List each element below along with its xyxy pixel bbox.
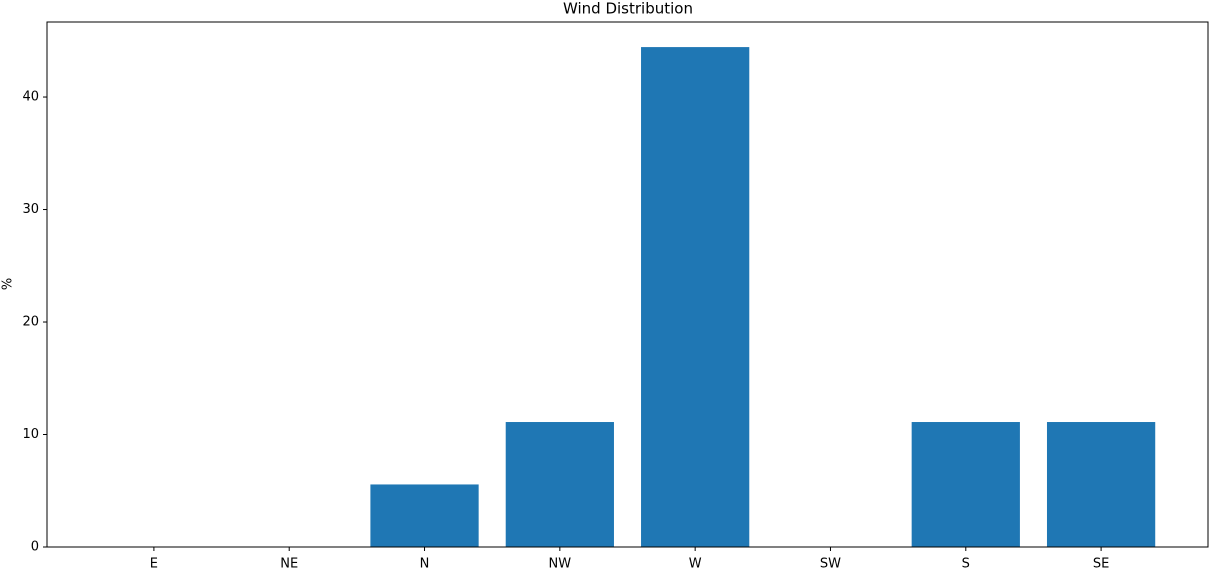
bar — [505, 422, 614, 547]
chart-title: Wind Distribution — [563, 0, 693, 18]
x-tick-label: S — [962, 557, 970, 571]
bar — [641, 47, 750, 548]
y-tick-label: 20 — [22, 315, 39, 330]
x-tick-label: E — [150, 557, 158, 571]
y-tick-label: 10 — [22, 427, 39, 442]
x-tick-label: NW — [549, 557, 572, 571]
y-tick-label: 40 — [22, 90, 39, 105]
x-tick-label: N — [420, 557, 430, 571]
x-tick-label: SW — [820, 557, 841, 571]
bar — [911, 422, 1020, 547]
y-axis-label: % — [1, 278, 16, 290]
y-tick-label: 0 — [31, 540, 39, 555]
y-tick-label: 30 — [22, 202, 39, 217]
bar — [1046, 422, 1156, 547]
x-tick-label: SE — [1093, 557, 1109, 571]
plot-frame — [46, 21, 1209, 548]
bar — [370, 484, 479, 547]
x-tick-label: W — [689, 557, 702, 571]
x-tick-label: NE — [280, 557, 298, 571]
